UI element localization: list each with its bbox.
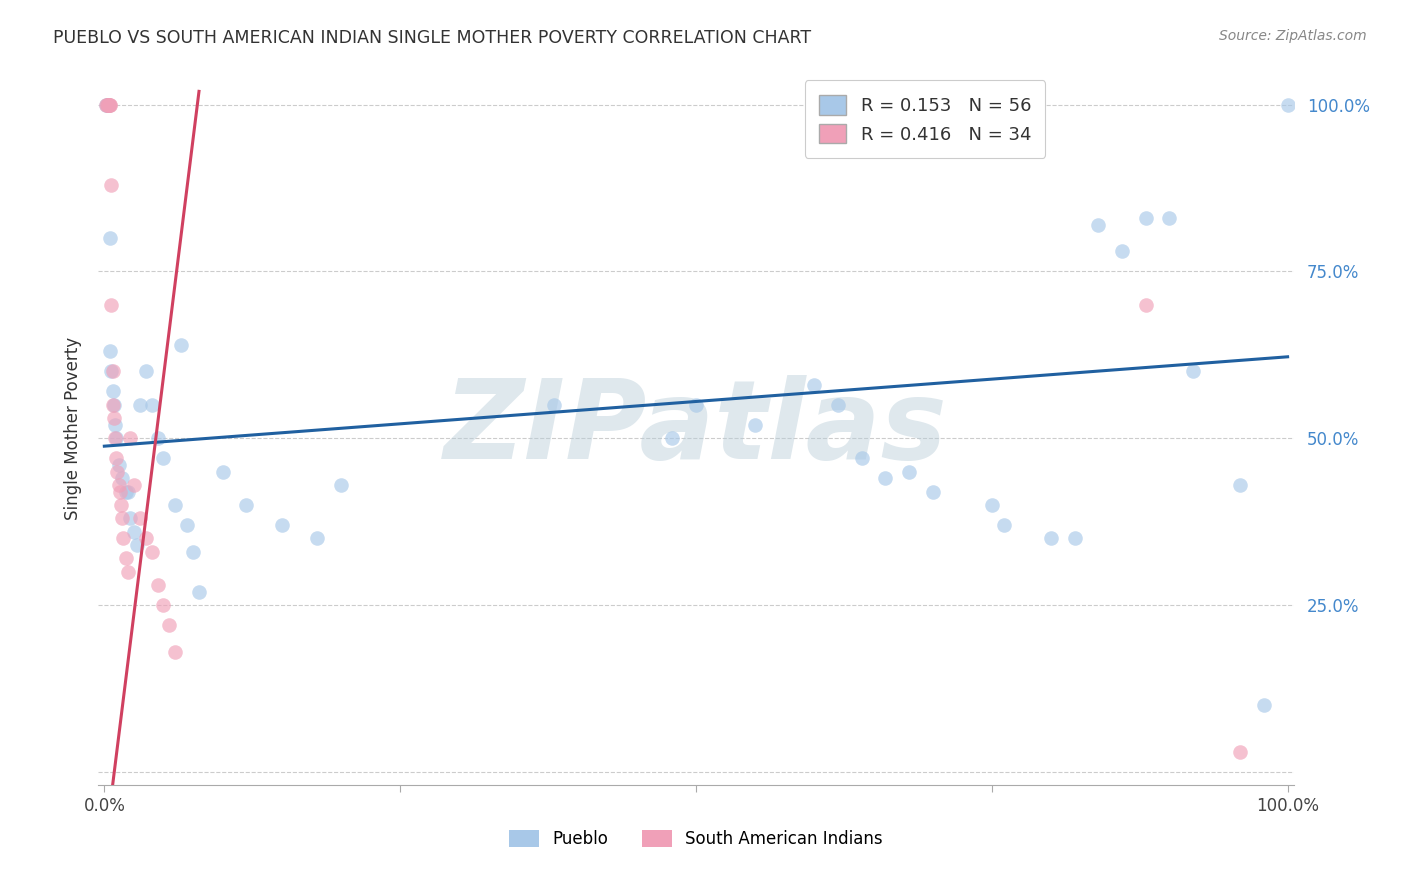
Point [101,364,124,378]
Point [685,398,707,412]
Point [188,584,211,599]
Point [897,465,920,479]
Point [96,97,118,112]
Point [921,484,943,499]
Point [120,511,142,525]
Point [103,398,125,412]
Point [122,524,145,539]
Point [100,364,122,378]
Point [105,431,128,445]
Point [165,644,187,658]
Point [98,97,121,112]
Point [117,565,139,579]
Point [146,431,169,445]
Point [107,458,129,472]
Point [1135,211,1157,225]
Point [1063,531,1085,545]
Legend: Pueblo, South American Indians: Pueblo, South American Indians [502,823,890,855]
Point [98,97,121,112]
Point [120,431,142,445]
Point [111,471,134,485]
Point [107,478,129,492]
Point [128,398,150,412]
Text: Source: ZipAtlas.com: Source: ZipAtlas.com [1219,29,1367,43]
Point [744,417,766,432]
Point [97,97,120,112]
Point [146,578,169,592]
Point [270,517,292,532]
Text: ZIPatlas: ZIPatlas [444,375,948,482]
Point [114,484,136,499]
Point [111,511,134,525]
Point [875,471,897,485]
Point [101,398,124,412]
Point [1087,218,1109,232]
Point [98,231,121,245]
Point [100,298,122,312]
Point [94,97,117,112]
Point [152,598,174,612]
Point [117,484,139,499]
Point [176,517,198,532]
Point [141,398,163,412]
Point [1135,298,1157,312]
Point [101,384,124,399]
Point [1277,97,1299,112]
Point [307,531,329,545]
Point [97,97,120,112]
Point [211,465,233,479]
Point [170,338,193,352]
Point [135,531,157,545]
Point [114,551,136,566]
Point [112,531,135,545]
Point [1181,364,1204,378]
Point [165,498,187,512]
Point [827,398,849,412]
Point [1111,244,1133,259]
Point [993,517,1015,532]
Point [103,411,125,425]
Point [141,544,163,558]
Point [1159,211,1181,225]
Point [152,451,174,466]
Point [97,97,120,112]
Point [1039,531,1062,545]
Point [330,478,353,492]
Point [98,97,121,112]
Point [122,478,145,492]
Point [1253,698,1275,712]
Point [98,344,121,359]
Point [105,465,128,479]
Point [1229,478,1251,492]
Point [110,498,132,512]
Point [98,97,121,112]
Point [105,451,128,466]
Y-axis label: Single Mother Poverty: Single Mother Poverty [63,336,82,520]
Point [157,618,180,632]
Point [97,97,120,112]
Point [108,484,131,499]
Point [980,498,1002,512]
Point [104,431,127,445]
Point [851,451,873,466]
Point [104,417,127,432]
Point [803,377,825,392]
Point [127,538,149,552]
Point [181,544,204,558]
Point [98,97,121,112]
Point [94,97,117,112]
Point [135,364,157,378]
Point [235,498,257,512]
Point [543,398,565,412]
Point [661,431,683,445]
Point [1229,745,1251,759]
Point [128,511,150,525]
Point [100,178,122,192]
Text: PUEBLO VS SOUTH AMERICAN INDIAN SINGLE MOTHER POVERTY CORRELATION CHART: PUEBLO VS SOUTH AMERICAN INDIAN SINGLE M… [53,29,811,46]
Point [96,97,118,112]
